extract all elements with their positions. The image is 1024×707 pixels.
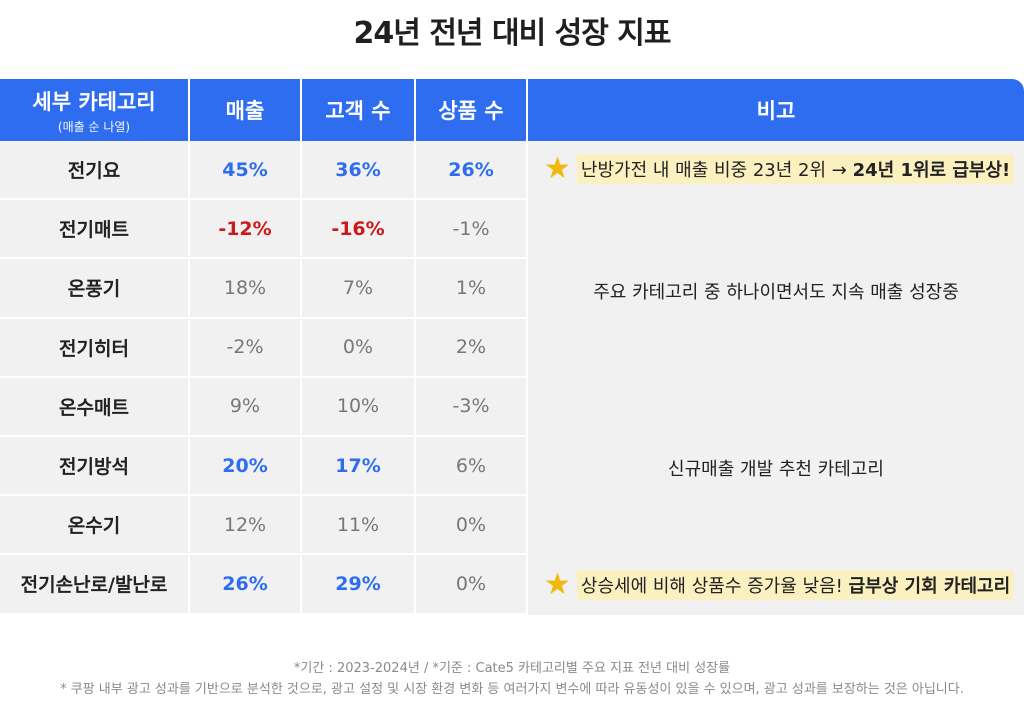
footer-line-2: * 쿠팡 내부 광고 성과를 기반으로 분석한 것으로, 광고 설정 및 시장 … xyxy=(60,682,964,697)
note-3: 신규매출 개발 추천 카테고리 xyxy=(668,459,884,480)
products-cell: 26% xyxy=(416,141,528,199)
table-row: 전기요 45% 36% 26% xyxy=(0,141,528,201)
table-body: 전기요 45% 36% 26% 전기매트 -12% -16% -1% 온풍기 1… xyxy=(0,141,1024,615)
products-cell: -3% xyxy=(416,377,528,435)
customers-cell: 7% xyxy=(302,259,416,317)
sales-cell: 20% xyxy=(190,436,302,495)
note-1-plain: 난방가전 내 매출 비중 23년 2위 → xyxy=(580,160,853,181)
note-2: 주요 카테고리 중 하나이면서도 지속 매출 성장중 xyxy=(593,282,959,303)
growth-table: 세부 카테고리 (매출 순 나열) 매출 고객 수 상품 수 비고 전기요 45… xyxy=(0,79,1024,615)
header-sales: 매출 xyxy=(190,79,302,141)
customers-cell: 11% xyxy=(302,496,416,554)
category-cell: 전기손난로/발난로 xyxy=(0,555,190,613)
table-row: 전기매트 -12% -16% -1% xyxy=(0,200,528,260)
table-row: 온풍기 18% 7% 1% xyxy=(0,259,528,319)
header-notes: 비고 xyxy=(756,99,796,123)
header-products: 상품 수 xyxy=(416,79,528,141)
note-1-bold: 24년 1위로 급부상! xyxy=(852,160,1011,181)
customers-cell: 17% xyxy=(302,436,416,495)
products-cell: 2% xyxy=(416,318,528,376)
sales-cell: 26% xyxy=(190,555,302,613)
table-row: 전기방석 20% 17% 6% xyxy=(0,436,528,497)
sales-cell: 9% xyxy=(190,377,302,435)
table-row: 전기히터 -2% 0% 2% xyxy=(0,318,528,378)
table-row: 온수기 12% 11% 0% xyxy=(0,496,528,556)
header-category: 세부 카테고리 (매출 순 나열) xyxy=(0,79,190,141)
products-cell: 1% xyxy=(416,259,528,317)
footer-line-1: *기간 : 2023-2024년 / *기준 : Cate5 카테고리별 주요 … xyxy=(293,661,731,676)
category-cell: 온수기 xyxy=(0,496,190,554)
star-icon: ★ xyxy=(544,151,571,186)
table-row: 온수매트 9% 10% -3% xyxy=(0,377,528,437)
notes-column: ★ 난방가전 내 매출 비중 23년 2위 → 24년 1위로 급부상! 주요 … xyxy=(528,141,1024,615)
customers-cell: -16% xyxy=(302,200,416,258)
products-cell: 0% xyxy=(416,555,528,613)
note-highlight-1: ★ 난방가전 내 매출 비중 23년 2위 → 24년 1위로 급부상! xyxy=(544,151,1015,186)
header-customers: 고객 수 xyxy=(302,79,416,141)
note-4-bold: 급부상 기회 카테고리 xyxy=(848,576,1011,597)
category-cell: 전기요 xyxy=(0,141,190,199)
customers-cell: 0% xyxy=(302,318,416,376)
customers-cell: 29% xyxy=(302,555,416,613)
note-4-plain: 상승세에 비해 상품수 증가율 낮음! xyxy=(580,576,849,597)
table-header: 세부 카테고리 (매출 순 나열) 매출 고객 수 상품 수 비고 xyxy=(0,79,1024,141)
note-4-text: 상승세에 비해 상품수 증가율 낮음! 급부상 기회 카테고리 xyxy=(576,570,1015,600)
category-cell: 전기방석 xyxy=(0,436,190,495)
sales-cell: -12% xyxy=(190,200,302,258)
star-icon: ★ xyxy=(544,567,571,602)
sales-cell: 12% xyxy=(190,496,302,554)
sales-cell: 45% xyxy=(190,141,302,199)
page-title: 24년 전년 대비 성장 지표 xyxy=(353,16,672,51)
customers-cell: 36% xyxy=(302,141,416,199)
data-columns: 전기요 45% 36% 26% 전기매트 -12% -16% -1% 온풍기 1… xyxy=(0,141,528,615)
sales-cell: 18% xyxy=(190,259,302,317)
products-cell: 0% xyxy=(416,496,528,554)
table-row: 전기손난로/발난로 26% 29% 0% xyxy=(0,555,528,615)
category-cell: 온풍기 xyxy=(0,259,190,317)
header-category-label: 세부 카테고리 xyxy=(32,89,156,114)
category-cell: 전기매트 xyxy=(0,200,190,258)
customers-cell: 10% xyxy=(302,377,416,435)
products-cell: 6% xyxy=(416,436,528,495)
products-cell: -1% xyxy=(416,200,528,258)
header-category-sub: (매출 순 나열) xyxy=(57,119,131,134)
category-cell: 전기히터 xyxy=(0,318,190,376)
category-cell: 온수매트 xyxy=(0,377,190,435)
sales-cell: -2% xyxy=(190,318,302,376)
note-highlight-4: ★ 상승세에 비해 상품수 증가율 낮음! 급부상 기회 카테고리 xyxy=(544,567,1015,602)
note-1-text: 난방가전 내 매출 비중 23년 2위 → 24년 1위로 급부상! xyxy=(576,154,1015,184)
